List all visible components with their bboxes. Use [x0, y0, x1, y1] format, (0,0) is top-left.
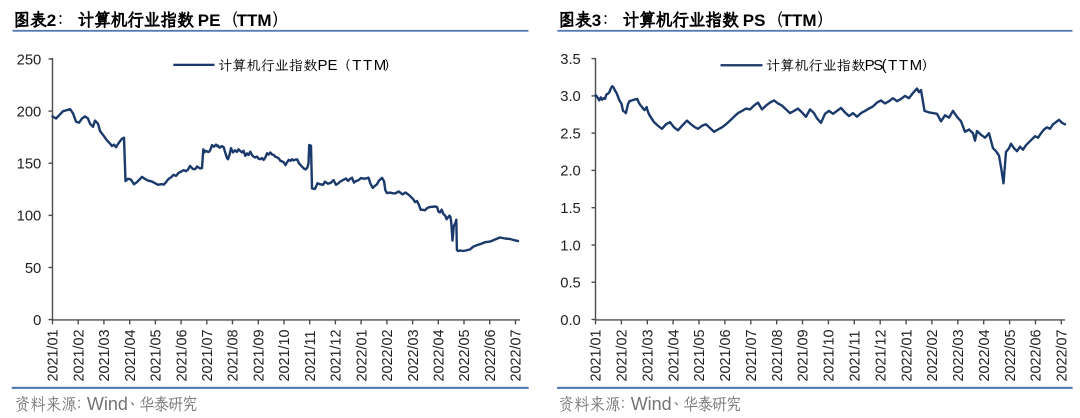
svg-text:2022/01: 2022/01	[899, 329, 915, 381]
svg-text:2021/08: 2021/08	[226, 329, 242, 381]
svg-text:2021/07: 2021/07	[200, 329, 216, 381]
svg-text:2021/06: 2021/06	[174, 329, 190, 381]
svg-text:2021/05: 2021/05	[149, 329, 165, 381]
svg-text:2022/06: 2022/06	[1029, 329, 1045, 381]
svg-text:2.0: 2.0	[560, 164, 581, 180]
svg-text:PS: PS	[865, 57, 884, 74]
svg-text:250: 250	[17, 52, 42, 68]
svg-text:3.0: 3.0	[560, 89, 581, 105]
svg-text:2022/01: 2022/01	[354, 329, 370, 381]
svg-text:2022/05: 2022/05	[1003, 329, 1019, 381]
svg-text:2022/03: 2022/03	[406, 329, 422, 381]
svg-text:Wind: Wind	[631, 394, 672, 414]
svg-text:2021/02: 2021/02	[71, 329, 87, 381]
svg-text:50: 50	[25, 261, 41, 277]
svg-text:2021/03: 2021/03	[97, 329, 113, 381]
svg-text:150: 150	[17, 157, 42, 173]
svg-text:1.5: 1.5	[560, 201, 581, 217]
svg-text:2022/07: 2022/07	[1055, 329, 1071, 381]
svg-text:PE: PE	[198, 11, 221, 30]
svg-text:2021/05: 2021/05	[692, 329, 708, 381]
svg-text:0.5: 0.5	[560, 276, 581, 292]
svg-text:2021/01: 2021/01	[589, 329, 605, 381]
svg-text:TTM: TTM	[352, 57, 388, 74]
svg-text:2021/04: 2021/04	[666, 329, 682, 381]
svg-text:0: 0	[33, 313, 41, 329]
svg-text:3: 3	[592, 11, 601, 30]
svg-text:3.5: 3.5	[560, 52, 581, 68]
svg-text:2021/04: 2021/04	[123, 329, 139, 381]
svg-text:2021/03: 2021/03	[641, 329, 657, 381]
svg-text:Wind: Wind	[87, 394, 128, 414]
svg-text:2021/12: 2021/12	[873, 329, 889, 381]
svg-text:2021/07: 2021/07	[744, 329, 760, 381]
svg-text:2022/02: 2022/02	[380, 329, 396, 381]
svg-text:200: 200	[17, 104, 42, 120]
svg-text:2021/10: 2021/10	[822, 329, 838, 381]
svg-text:2021/02: 2021/02	[615, 329, 631, 381]
svg-text:2022/07: 2022/07	[509, 329, 525, 381]
svg-text:2021/10: 2021/10	[277, 329, 293, 381]
svg-text:2021/06: 2021/06	[718, 329, 734, 381]
svg-text:2022/05: 2022/05	[457, 329, 473, 381]
svg-text:2022/02: 2022/02	[925, 329, 941, 381]
svg-text:2021/01: 2021/01	[46, 329, 62, 381]
svg-text:PE: PE	[318, 57, 338, 74]
svg-text:100: 100	[17, 209, 42, 225]
svg-text:2021/09: 2021/09	[796, 329, 812, 381]
svg-text:2021/08: 2021/08	[770, 329, 786, 381]
svg-text:2022/04: 2022/04	[977, 329, 993, 381]
svg-text:2022/04: 2022/04	[432, 329, 448, 381]
svg-text:0.0: 0.0	[560, 313, 581, 329]
svg-text:2021/12: 2021/12	[329, 329, 345, 381]
svg-text:2021/11: 2021/11	[303, 331, 319, 382]
svg-text:2022/06: 2022/06	[483, 329, 499, 381]
svg-text:2021/09: 2021/09	[252, 329, 268, 381]
svg-text:1.0: 1.0	[560, 238, 581, 254]
svg-text:(TTM: (TTM	[882, 57, 924, 74]
svg-text:2021/11: 2021/11	[848, 331, 864, 382]
svg-text:2: 2	[47, 11, 56, 30]
svg-text:TTM: TTM	[237, 11, 272, 30]
svg-text:2.5: 2.5	[560, 126, 581, 142]
svg-text:PS: PS	[743, 11, 766, 30]
svg-text:2022/03: 2022/03	[951, 329, 967, 381]
svg-text:TTM: TTM	[782, 11, 817, 30]
